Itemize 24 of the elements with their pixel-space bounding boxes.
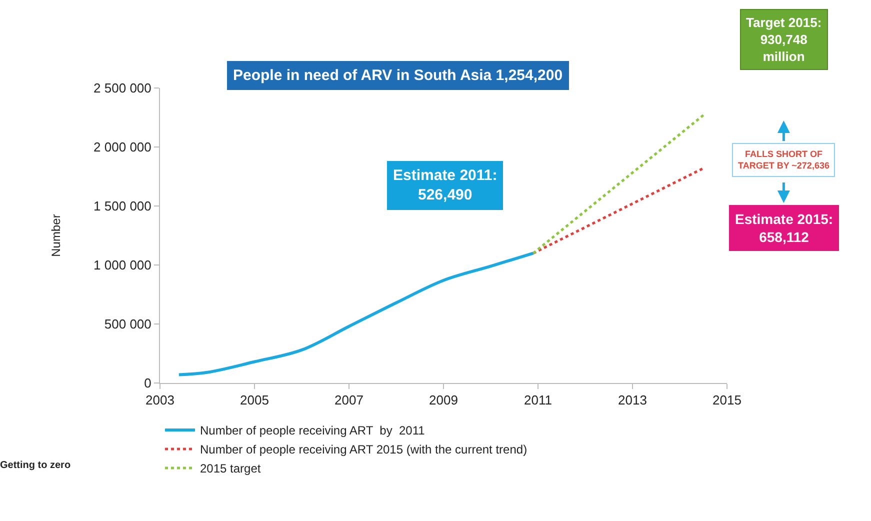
line-series bbox=[177, 252, 535, 376]
x-tick-label: 2005 bbox=[240, 392, 269, 408]
x-tick-label: 2015 bbox=[712, 392, 742, 408]
legend-label: Number of people receiving ART 2015 (with the current trend) bbox=[200, 442, 528, 457]
y-tick-label: 0 bbox=[144, 376, 152, 391]
y-axis-title: Number bbox=[48, 214, 63, 257]
x-tick-label: 2013 bbox=[618, 392, 647, 408]
legend-label: 2015 target bbox=[200, 462, 262, 476]
y-tick-label: 2 500 000 bbox=[94, 80, 152, 96]
y-tick-label: 1 000 000 bbox=[94, 258, 152, 273]
text: Target 2015: 930,748 million bbox=[746, 15, 822, 64]
text: People in need of ARV in South Asia 1,254,200 bbox=[233, 67, 563, 84]
x-tick-label: 2009 bbox=[429, 392, 458, 408]
x-tick-label: 2007 bbox=[334, 392, 364, 408]
x-tick-label: 2003 bbox=[146, 392, 174, 408]
text: Estimate 2015: 658,112 bbox=[735, 211, 834, 246]
y-tick-label: 500 000 bbox=[104, 316, 152, 332]
annotation: Estimate 2011: 526,490 bbox=[393, 167, 498, 204]
y-tick-label: 2 000 000 bbox=[94, 140, 152, 155]
text: Getting to zero bbox=[0, 460, 71, 471]
y-tick-label: 1 500 000 bbox=[94, 198, 152, 214]
text: FALLS SHORT OF TARGET BY ~272,636 bbox=[738, 149, 830, 171]
legend-label: Number of people receiving ART by 2011 bbox=[200, 424, 426, 438]
x-tick-label: 2011 bbox=[524, 392, 552, 408]
